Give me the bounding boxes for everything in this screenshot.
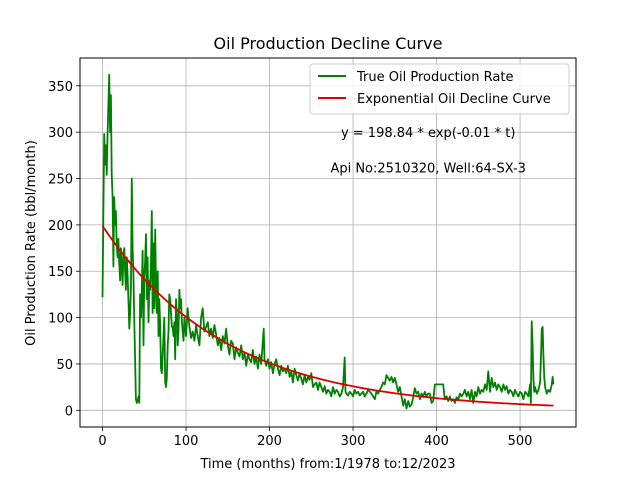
y-tick-label: 250 — [48, 173, 73, 188]
x-axis-label: Time (months) from:1/1978 to:12/2023 — [199, 457, 455, 472]
y-tick-label: 100 — [48, 312, 73, 327]
x-tick-label: 100 — [174, 434, 199, 449]
legend-box — [309, 63, 570, 115]
x-tick-label: 0 — [98, 434, 106, 449]
series-layer — [101, 73, 555, 410]
y-tick-label: 350 — [48, 80, 73, 95]
annotation-1: Api No:2510320, Well:64-SX-3 — [330, 161, 526, 176]
x-tick-label: 200 — [257, 434, 282, 449]
legend-label-model: Exponential Oil Decline Curve — [357, 92, 551, 107]
y-tick-label: 0 — [65, 404, 73, 419]
x-tick-label: 300 — [341, 434, 366, 449]
y-tick-label: 200 — [48, 219, 73, 234]
tick-layer: 0 100 200 300 400 500 0 50 100 150 200 250 300 350 — [48, 80, 532, 449]
chart-title: Oil Production Decline Curve — [214, 34, 443, 53]
annotation-0: y = 198.84 * exp(-0.01 * t) — [341, 126, 515, 141]
y-tick-label: 150 — [48, 265, 73, 280]
y-tick-label: 300 — [48, 126, 73, 141]
x-tick-label: 500 — [508, 434, 533, 449]
x-tick-label: 400 — [424, 434, 449, 449]
plot-frame — [79, 57, 577, 428]
legend-label-observed: True Oil Production Rate — [356, 70, 513, 85]
series-line-model — [101, 225, 554, 407]
y-axis-label: Oil Production Rate (bbl/month) — [24, 140, 39, 346]
annotation-layer: y = 198.84 * exp(-0.01 * t) Api No:251032… — [330, 126, 526, 176]
y-tick-label: 50 — [56, 358, 73, 373]
legend: True Oil Production Rate Exponential Oil… — [309, 63, 570, 115]
